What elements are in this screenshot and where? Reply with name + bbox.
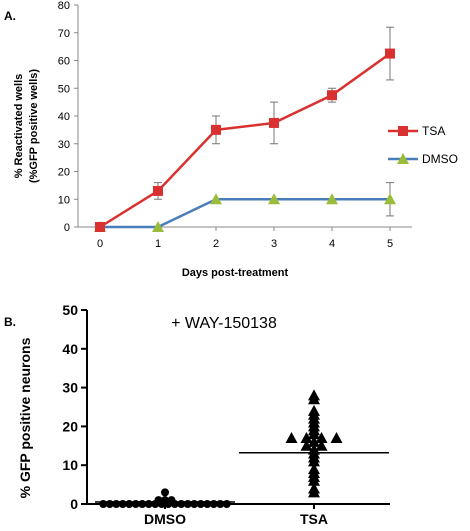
tsa-point xyxy=(315,432,328,444)
dmso-point xyxy=(161,488,169,497)
tsa-point xyxy=(95,222,105,232)
panel-b-label: B. xyxy=(4,315,16,329)
panel-a-x-tick-label: 5 xyxy=(387,238,393,250)
panel-a-y-tick-label: 80 xyxy=(58,0,70,12)
panel-a-x-tick-label: 2 xyxy=(213,238,219,250)
tsa-point xyxy=(285,432,298,444)
panel-b-y-tick-label: 50 xyxy=(62,302,78,318)
panel-a-y-tick-label: 0 xyxy=(64,222,70,234)
panel-b-axes: 0 10 20 30 40 50 DMSO TSA xyxy=(62,302,390,527)
panel-a-y-tick-label: 60 xyxy=(58,56,70,68)
panel-a-legend: TSA DMSO xyxy=(388,124,458,166)
panel-a-series xyxy=(94,26,396,232)
panel-a-label: A. xyxy=(4,9,16,23)
panel-a-y-tick-label: 30 xyxy=(58,139,70,151)
tsa-point xyxy=(330,432,343,444)
tsa-point xyxy=(308,389,320,401)
panel-a-x-tick-label: 0 xyxy=(97,238,103,250)
panel-b-points xyxy=(95,389,389,508)
tsa-point xyxy=(308,404,320,416)
tsa-point xyxy=(300,439,313,451)
panel-b-y-tick-label: 30 xyxy=(62,380,78,396)
dmso-point xyxy=(167,496,176,505)
tsa-point xyxy=(315,439,328,451)
tsa-point xyxy=(308,443,320,455)
tsa-point xyxy=(308,463,320,475)
panel-a-x-tick-label: 3 xyxy=(271,238,277,250)
panel-a-y-tick-label: 70 xyxy=(58,28,70,40)
panel-a-ylabel-line1: % Reactivated wells xyxy=(13,74,25,179)
panel-a-xlabel: Days post-treatment xyxy=(182,267,289,279)
panel-b-scatter-chart: B. + WAY-150138 % GFP positive neurons 0… xyxy=(4,302,390,527)
legend-label-tsa: TSA xyxy=(422,124,445,138)
dmso-point xyxy=(326,193,338,205)
tsa-point xyxy=(308,435,320,447)
dmso-point xyxy=(152,221,164,232)
tsa-point xyxy=(385,48,395,59)
tsa-point xyxy=(211,124,221,135)
tsa-point xyxy=(300,432,313,444)
panel-b-y-tick-label: 20 xyxy=(62,418,78,434)
dmso-point xyxy=(384,193,396,205)
series-line-dmso xyxy=(100,198,390,229)
panel-a-line-chart: A. % Reactivated wells (%GFP positive we… xyxy=(4,0,458,279)
panel-b-y-tick-label: 40 xyxy=(62,341,78,357)
panel-a-y-tick-label: 10 xyxy=(58,194,70,206)
panel-a-y-tick-label: 20 xyxy=(58,167,70,179)
panel-b-y-tick-label: 0 xyxy=(70,496,78,512)
legend-marker-tsa xyxy=(398,126,408,136)
tsa-point xyxy=(269,117,279,128)
dmso-point xyxy=(222,500,231,508)
panel-b-category-label: DMSO xyxy=(144,511,186,527)
panel-a-x-tick-label: 4 xyxy=(329,238,335,250)
panel-b-ylabel: % GFP positive neurons xyxy=(17,337,33,498)
tsa-point xyxy=(153,185,163,196)
panel-a-ylabel-line2: (%GFP positive wells) xyxy=(28,69,40,183)
panel-b-y-tick-label: 10 xyxy=(62,457,78,473)
legend-label-dmso: DMSO xyxy=(422,152,458,166)
panel-a-y-tick-label: 50 xyxy=(58,83,70,95)
series-line-tsa xyxy=(99,52,391,229)
panel-b-annotation: + WAY-150138 xyxy=(171,315,277,332)
dmso-point xyxy=(210,193,222,205)
panel-a-x-tick-label: 1 xyxy=(155,238,161,250)
panel-a-y-tick-label: 40 xyxy=(58,111,70,123)
panel-a-axes: 0 10 20 30 40 50 60 70 80 0 1 2 3 4 5 xyxy=(58,0,412,250)
tsa-point xyxy=(327,90,337,101)
panel-b-category-label: TSA xyxy=(300,511,328,527)
tsa-point xyxy=(308,482,320,494)
dmso-point xyxy=(268,193,280,205)
legend-marker-dmso xyxy=(397,153,409,164)
